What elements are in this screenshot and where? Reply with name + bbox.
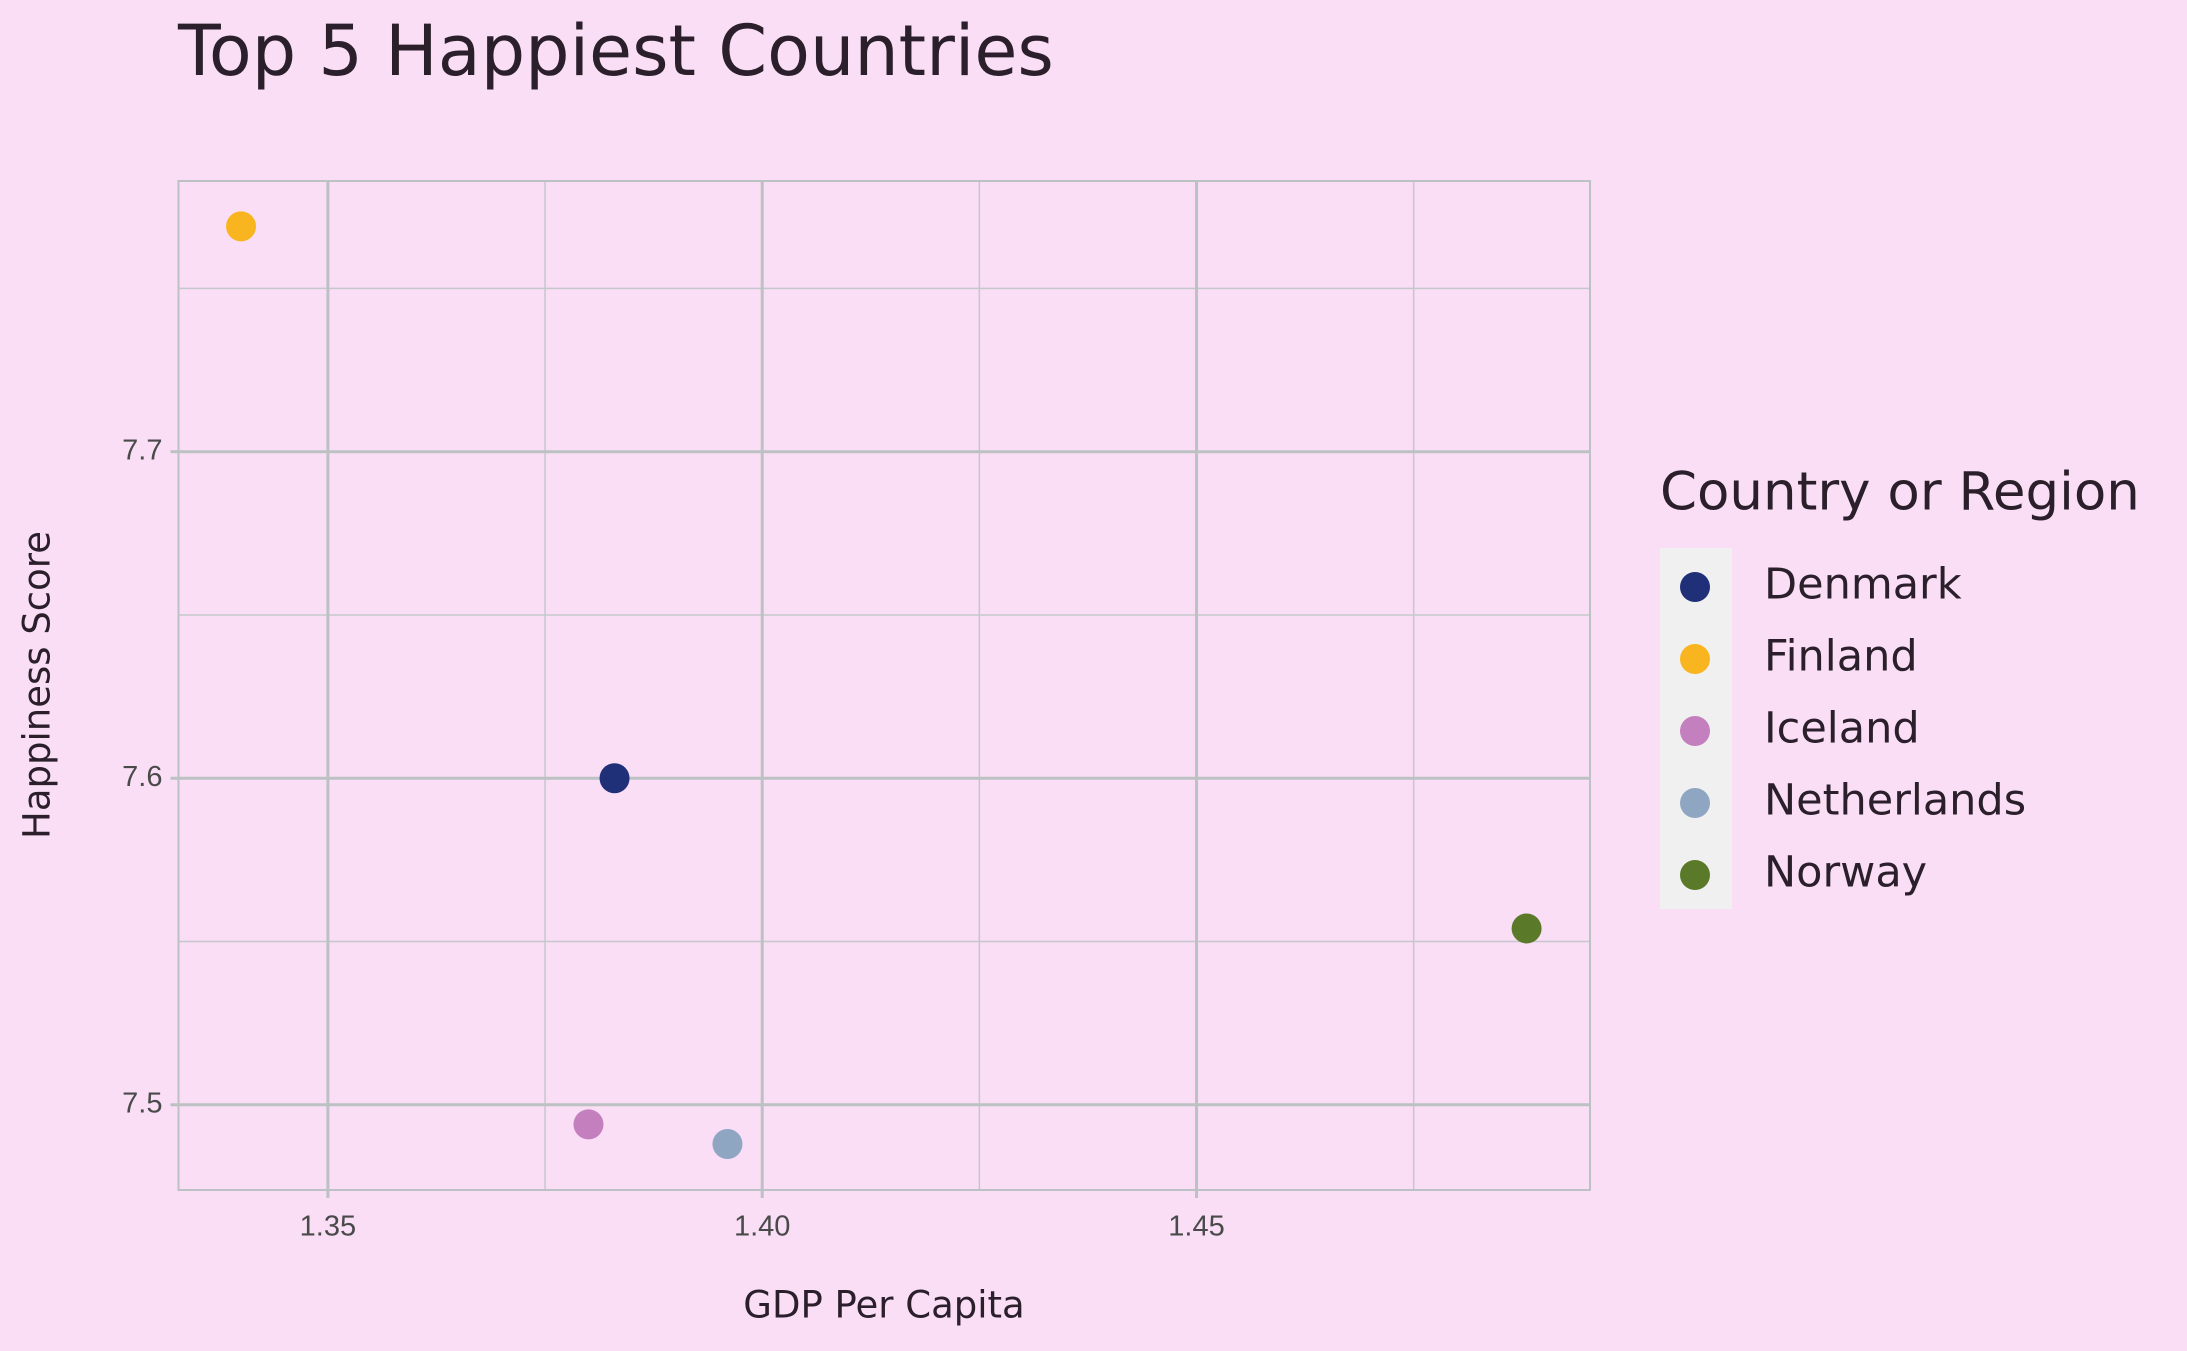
legend-marker <box>1680 644 1710 674</box>
x-tick-label: 1.40 <box>734 1211 790 1243</box>
x-tick-label: 1.35 <box>300 1211 356 1243</box>
legend-label: Iceland <box>1764 704 1920 754</box>
y-tick-label: 7.5 <box>122 1087 162 1119</box>
legend-title: Country or Region <box>1660 462 2140 523</box>
point <box>226 211 257 242</box>
legend-label: Netherlands <box>1764 776 2026 826</box>
chart-title: Top 5 Happiest Countries <box>177 10 1054 92</box>
legend-marker <box>1680 788 1710 818</box>
y-axis-title: Happiness Score <box>16 531 59 839</box>
point <box>1511 913 1542 944</box>
legend-marker <box>1680 716 1710 746</box>
point <box>712 1128 743 1159</box>
legend-label: Norway <box>1764 848 1927 898</box>
legend-marker <box>1680 860 1710 890</box>
x-axis-title: GDP Per Capita <box>743 1284 1024 1327</box>
y-tick-label: 7.6 <box>122 761 162 793</box>
plot-border <box>177 180 1591 1191</box>
legend-label: Denmark <box>1764 560 1962 610</box>
point <box>599 763 630 794</box>
point <box>573 1109 604 1140</box>
legend-marker <box>1680 572 1710 602</box>
y-tick-label: 7.7 <box>122 434 162 466</box>
x-tick-label: 1.45 <box>1168 1211 1224 1243</box>
legend-label: Finland <box>1764 632 1918 682</box>
